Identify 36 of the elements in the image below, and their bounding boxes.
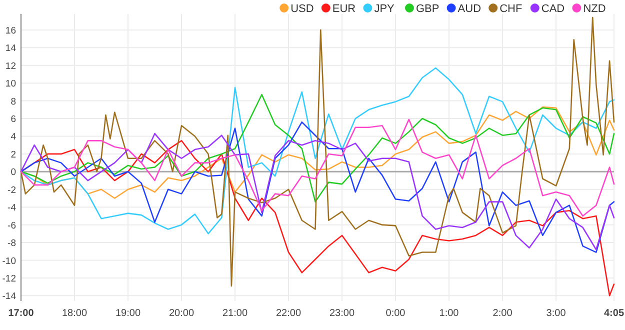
x-tick-label: 19:00 xyxy=(115,308,141,319)
y-tick-label: 4 xyxy=(10,132,16,143)
x-tick-label: 23:00 xyxy=(330,308,355,319)
legend-label: GBP xyxy=(416,3,440,15)
y-tick-label: -10 xyxy=(2,256,16,267)
x-tick-label: 3:00 xyxy=(546,308,566,319)
x-tick-label: 18:00 xyxy=(62,308,88,319)
legend-label: JPY xyxy=(374,3,396,15)
y-tick-label: 16 xyxy=(5,25,16,36)
x-tick-label: 1:00 xyxy=(439,308,460,319)
y-tick-label: 14 xyxy=(5,43,16,54)
x-tick-label: 0:00 xyxy=(386,308,406,319)
x-tick-label: 2:00 xyxy=(492,308,513,319)
legend-label: NZD xyxy=(583,3,606,15)
y-tick-label: -4 xyxy=(8,202,16,214)
legend-label: CAD xyxy=(541,3,565,15)
x-tick-label: 21:00 xyxy=(222,308,248,319)
y-tick-label: -8 xyxy=(8,238,16,250)
y-tick-label: -12 xyxy=(2,273,16,284)
legend-label: EUR xyxy=(332,3,356,15)
y-tick-label: 8 xyxy=(10,96,16,108)
x-tick-label: 4:05 xyxy=(604,308,624,319)
y-tick-label: 12 xyxy=(5,60,16,72)
y-tick-label: 6 xyxy=(10,114,16,126)
y-tick-label: 0 xyxy=(10,167,16,178)
x-tick-label: 20:00 xyxy=(168,308,194,319)
x-tick-label: 17:00 xyxy=(8,308,34,319)
legend-label: CHF xyxy=(500,3,522,15)
y-tick-label: 10 xyxy=(5,78,16,90)
y-tick-label: -6 xyxy=(8,220,16,232)
legend-label: AUD xyxy=(458,3,482,15)
x-tick-label: 22:00 xyxy=(276,308,302,319)
y-tick-label: 2 xyxy=(10,149,16,160)
legend-label: USD xyxy=(290,3,314,15)
y-tick-label: -14 xyxy=(2,291,16,302)
y-tick-label: -2 xyxy=(8,184,16,196)
